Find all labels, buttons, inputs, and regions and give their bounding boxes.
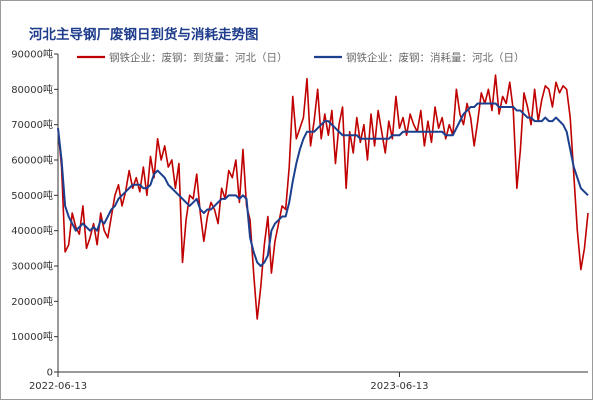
axes (57, 54, 588, 373)
chart-title: 河北主导钢厂废钢日到货与消耗走势图 (29, 26, 259, 43)
y-tick-label: 50000吨 (11, 189, 53, 202)
y-tick-label: 10000吨 (11, 330, 53, 343)
y-tick-label: 80000吨 (11, 83, 53, 96)
y-tick-label: 60000吨 (11, 154, 53, 167)
legend-label-consumption: 钢铁企业：废钢：消耗量：河北（日） (346, 51, 525, 64)
y-tick-label: 40000吨 (11, 224, 53, 237)
x-tick-label: 2022-06-13 (29, 381, 87, 392)
y-tick-label: 30000吨 (11, 260, 53, 273)
series-line-consumption (57, 102, 589, 267)
y-tick-label: 70000吨 (11, 118, 53, 131)
legend-label-arrival: 钢铁企业：废钢：到货量：河北（日） (109, 51, 288, 64)
y-tick-label: 0 (47, 368, 53, 379)
legend: 钢铁企业：废钢：到货量：河北（日） 钢铁企业：废钢：消耗量：河北（日） (77, 51, 525, 64)
series-line-arrival (57, 74, 589, 320)
y-tick-label: 90000吨 (11, 48, 53, 61)
series-lines (57, 74, 589, 320)
y-axis-ticks: 0 10000吨 20000吨 30000吨 40000吨 50000吨 60000吨 700… (11, 48, 58, 379)
x-axis-ticks: 2022-06-13 2023-06-13 (29, 372, 429, 392)
y-tick-label: 20000吨 (11, 295, 53, 308)
x-tick-label: 2023-06-13 (370, 381, 428, 392)
